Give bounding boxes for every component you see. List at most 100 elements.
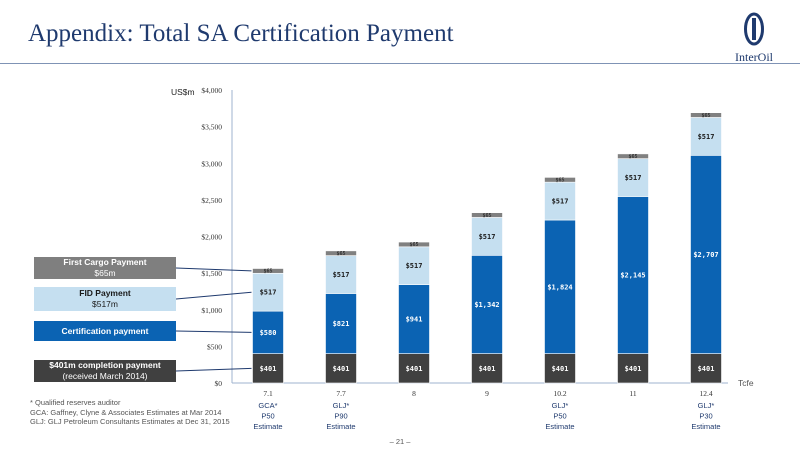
estimate-label: P50 (261, 412, 274, 421)
title-divider (0, 63, 800, 64)
y-tick-label: $2,500 (201, 196, 222, 205)
bar-segment (471, 255, 503, 354)
bar-segment (252, 268, 284, 274)
bar-data-label: $65 (409, 242, 418, 248)
y-tick-label: $1,500 (201, 269, 222, 278)
y-tick-label: $2,000 (201, 233, 222, 242)
y-tick-label: $0 (215, 379, 223, 388)
bar-segment (252, 353, 284, 384)
bar-segment (398, 246, 430, 285)
y-tick-label: $3,500 (201, 123, 222, 132)
bar-data-label: $401 (552, 365, 569, 373)
footnote-gca: GCA: Gaffney, Clyne & Associates Estimat… (30, 407, 222, 417)
bar-data-label: $65 (336, 251, 345, 257)
bar-data-label: $65 (263, 269, 272, 275)
legend-first-cargo-value: $65m (94, 268, 116, 278)
bar-data-label: $821 (333, 320, 350, 328)
x-tick-label: 9 (485, 389, 489, 398)
bar-data-label: $401 (698, 365, 715, 373)
bar-data-label: $401 (625, 365, 642, 373)
bar-segment (325, 250, 357, 256)
bar-data-label: $1,342 (474, 301, 499, 309)
x-tick-label: 8 (412, 389, 416, 398)
legend-leader-line (175, 267, 252, 272)
bar-segment (617, 196, 649, 354)
bar-segment (471, 212, 503, 218)
y-tick-label: $1,000 (201, 306, 222, 315)
bar-segment (325, 255, 357, 294)
bar-data-label: $517 (552, 198, 569, 206)
x-tick-label: 10.2 (553, 389, 566, 398)
y-tick-label: $3,000 (201, 159, 222, 168)
legend-fid: FID Payment $517m (34, 287, 176, 311)
company-logo: InterOil (714, 10, 794, 66)
bar-data-label: $65 (482, 213, 491, 219)
legend-fid-title: FID Payment (79, 288, 131, 298)
bar-segment (252, 310, 284, 354)
estimate-label: Estimate (545, 422, 574, 431)
bar-data-label: $517 (260, 289, 277, 297)
legend-fid-value: $517m (92, 299, 118, 309)
estimate-label: Estimate (253, 422, 282, 431)
estimate-label: GLJ* (698, 401, 715, 410)
y-tick-label: $4,000 (201, 86, 222, 95)
bar-segment (544, 177, 576, 183)
bar-data-label: $401 (333, 365, 350, 373)
bar-segment (690, 155, 722, 354)
estimate-label: GLJ* (552, 401, 569, 410)
footnote-glj: GLJ: GLJ Petroleum Consultants Estimates… (30, 417, 230, 426)
x-axis-unit-label: Tcfe (738, 378, 754, 388)
legend-completion: $401m completion payment (received March… (34, 360, 176, 382)
legend-completion-sub: (received March 2014) (62, 371, 148, 381)
bar-data-label: $580 (260, 329, 277, 337)
y-axis-unit-label: US$m (171, 87, 195, 97)
bar-data-label: $401 (260, 365, 277, 373)
bar-segment (325, 293, 357, 354)
legend-first-cargo-title: First Cargo Payment (63, 257, 147, 267)
estimate-label: P50 (553, 412, 566, 421)
x-tick-label: 12.4 (699, 389, 712, 398)
bar-data-label: $65 (628, 154, 637, 160)
bar-segment (544, 181, 576, 221)
legend-certification-title: Certification payment (61, 325, 149, 336)
bar-data-label: $517 (479, 233, 496, 241)
estimate-label: GCA* (258, 401, 277, 410)
estimate-label: P90 (334, 412, 347, 421)
bar-data-label: $517 (698, 133, 715, 141)
bar-segment (471, 217, 503, 256)
page-number: – 21 – (389, 437, 411, 446)
legend-leader-line (175, 330, 252, 333)
bar-data-label: $1,824 (547, 283, 572, 291)
x-tick-label: 11 (629, 389, 636, 398)
bar-data-label: $401 (406, 365, 423, 373)
estimate-label: GLJ* (333, 401, 350, 410)
x-tick-label: 7.7 (336, 389, 346, 398)
bar-segment (398, 241, 430, 248)
bar-data-label: $65 (555, 178, 564, 184)
legend-certification: Certification payment (34, 321, 176, 341)
x-tick-label: 7.1 (263, 389, 273, 398)
legend-leader-line (175, 367, 252, 372)
estimate-label: Estimate (691, 422, 720, 431)
bar-segment (690, 112, 722, 118)
bar-data-label: $517 (333, 271, 350, 279)
bar-segment (617, 153, 649, 159)
bar-data-label: $517 (406, 262, 423, 270)
page-title: Appendix: Total SA Certification Payment (28, 20, 454, 47)
logo-text: InterOil (735, 50, 773, 64)
bar-data-label: $2,707 (693, 251, 718, 259)
bar-segment (398, 284, 430, 354)
bar-data-label: $941 (406, 316, 423, 324)
estimate-label: P30 (699, 412, 712, 421)
bar-data-label: $65 (701, 113, 710, 119)
y-tick-label: $500 (207, 342, 222, 351)
footnotes: * Qualified reserves auditor GCA: Gaffne… (30, 398, 230, 427)
estimate-label: Estimate (326, 422, 355, 431)
bar-data-label: $517 (625, 174, 642, 182)
legend-completion-title: $401m completion payment (49, 360, 161, 370)
bar-segment (617, 353, 649, 384)
bar-segment (544, 353, 576, 384)
bar-segment (690, 353, 722, 384)
bar-data-label: $401 (479, 365, 496, 373)
